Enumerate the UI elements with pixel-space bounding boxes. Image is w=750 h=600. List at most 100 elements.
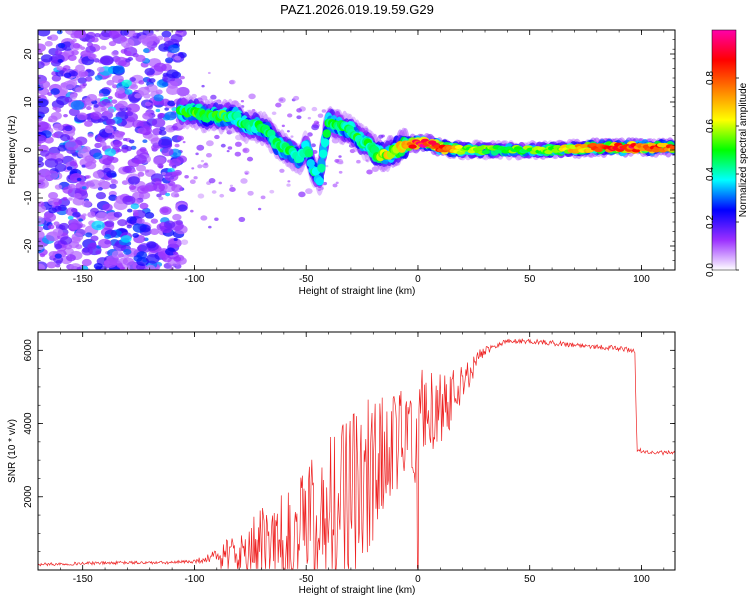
noise-blob [54,253,62,259]
noise-blob [93,103,99,108]
x-tick-label: 50 [524,274,536,285]
noise-blob [71,49,79,56]
noise-blob [136,164,147,172]
noise-blob [39,253,46,258]
noise-blob [148,78,156,83]
noise-blob [137,86,150,96]
noise-blob [117,100,128,109]
noise-blob [111,250,124,259]
noise-blob [86,93,98,102]
noise-blob [96,66,105,73]
noise-blob [124,89,133,95]
noise-blob [176,30,184,33]
noise-blob [191,93,197,99]
noise-blob [133,212,140,217]
noise-blob [99,179,106,184]
noise-blob [144,184,155,192]
noise-blob [190,209,194,213]
noise-blob [84,76,93,82]
y-tick-label: 0 [23,147,34,153]
noise-blob [219,193,225,198]
noise-blob [366,169,373,175]
x-tick-label: -100 [184,274,204,285]
noise-blob [279,168,285,173]
noise-blob [70,71,78,77]
noise-blob [227,146,233,150]
noise-blob [166,85,180,95]
noise-blob [104,234,112,240]
noise-blob [338,170,343,174]
noise-blob [338,155,342,158]
noise-blob [112,84,118,89]
noise-blob [200,159,205,163]
noise-blob [168,238,182,249]
noise-blob [311,106,318,112]
noise-blob [131,220,137,224]
noise-blob [43,212,57,222]
noise-blob [38,98,49,108]
noise-blob [38,216,45,226]
noise-blob [44,158,59,168]
snr-series-line [38,338,675,570]
noise-blob [38,226,44,232]
noise-blob [67,215,74,220]
noise-blob [55,263,61,268]
noise-blob [85,232,93,238]
noise-blob [278,97,286,103]
noise-blob [76,266,82,270]
noise-blob [122,149,128,154]
noise-blob [121,79,132,87]
noise-blob [40,149,50,157]
noise-blob [129,77,136,82]
noise-blob [137,171,145,177]
noise-blob [307,132,313,137]
noise-blob [109,30,123,38]
noise-blob [166,69,179,79]
colorbar-tick-label: 0.0 [705,263,716,277]
noise-blob [102,203,113,212]
noise-blob [159,126,166,131]
noise-blob [122,165,132,173]
noise-blob [167,44,180,54]
noise-blob [106,145,111,149]
noise-blob [82,213,87,217]
noise-blob [75,136,88,146]
noise-blob [69,40,75,45]
noise-blob [229,184,233,187]
spectrogram-y-label: Frequency (Hz) [7,116,18,185]
noise-blob [112,65,125,74]
noise-blob [196,144,205,151]
noise-blob [87,211,96,218]
noise-blob [156,35,164,41]
noise-blob [77,77,87,84]
noise-blob [127,158,140,168]
noise-blob [81,200,92,208]
noise-blob [156,193,162,198]
noise-blob [150,144,160,151]
noise-blob [214,217,219,221]
noise-blob [57,42,66,49]
snr-x-label: Height of straight line (km) [299,585,416,596]
noise-blob [177,204,188,212]
noise-blob [158,196,164,201]
noise-blob [120,30,130,36]
noise-blob [189,179,196,184]
noise-blob [151,118,166,128]
ridge-blob [669,145,675,150]
ridge-blob [318,149,328,159]
noise-blob [126,224,132,229]
noise-blob [169,158,182,167]
noise-blob [144,67,155,76]
noise-blob [68,108,80,116]
noise-blob [325,165,329,168]
noise-blob [93,262,103,270]
noise-blob [48,192,59,200]
noise-blob [180,239,189,245]
noise-blob [53,221,60,226]
noise-blob [69,172,83,183]
noise-blob [146,264,156,270]
noise-blob [38,180,46,189]
noise-blob [82,146,91,153]
noise-blob [38,134,47,144]
